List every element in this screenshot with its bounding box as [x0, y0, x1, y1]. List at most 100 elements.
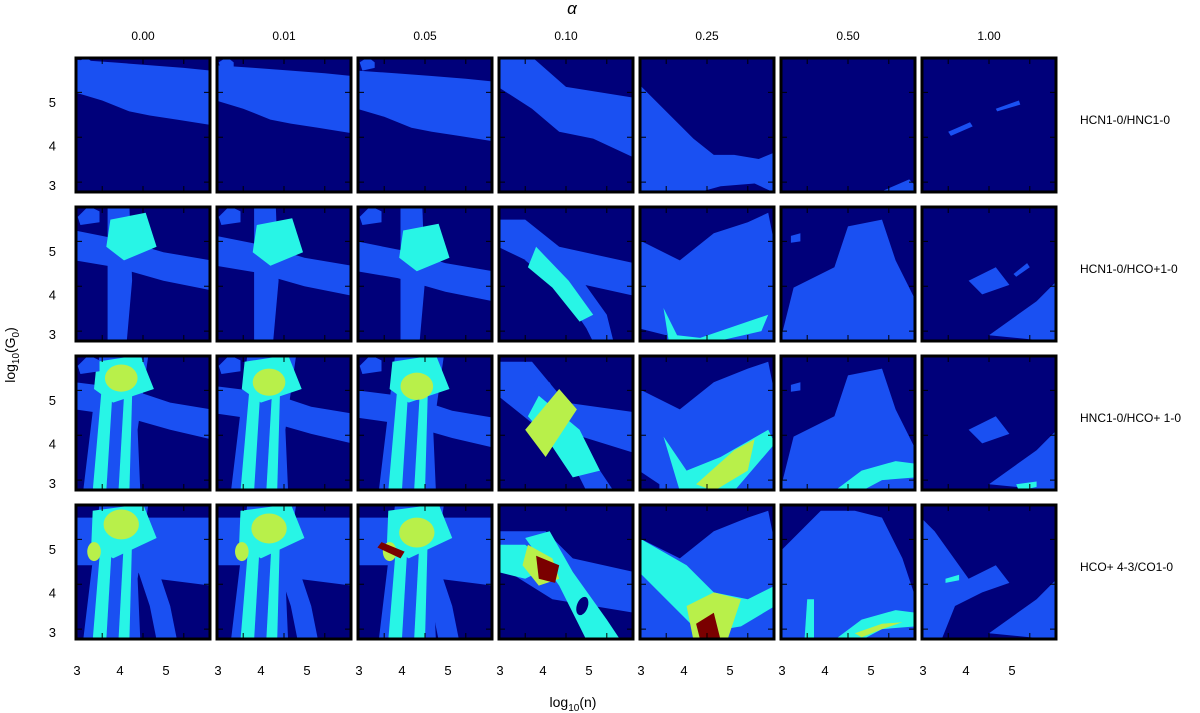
- region: [639, 470, 660, 491]
- panel-r0-c5: [779, 56, 917, 194]
- region: [266, 395, 280, 491]
- alpha-symbol: α: [567, 0, 578, 18]
- region: [216, 235, 352, 296]
- region: [834, 610, 916, 640]
- alpha-header-4: 0.25: [695, 29, 719, 43]
- alpha-header-6: 1.00: [977, 29, 1001, 43]
- x-tick-label: 4: [257, 663, 264, 678]
- region: [968, 416, 1010, 444]
- region: [547, 602, 563, 624]
- region: [377, 542, 405, 559]
- region: [77, 355, 100, 374]
- x-tick-label: 4: [398, 663, 405, 678]
- panel-r0-c6: [920, 56, 1058, 194]
- row-label-1: HCN1-0/HCO+1-0: [1080, 262, 1178, 276]
- x-tick-label: 4: [116, 663, 123, 678]
- region: [1013, 263, 1030, 277]
- region: [877, 179, 916, 193]
- region: [696, 439, 755, 491]
- panel-background: [780, 57, 916, 193]
- panel-r1-c0: [74, 205, 212, 343]
- region: [834, 461, 916, 491]
- region: [804, 599, 814, 640]
- y-tick-label: 4: [49, 585, 56, 600]
- y-tick-label: 3: [49, 625, 56, 640]
- region: [103, 509, 139, 540]
- region: [989, 280, 1057, 342]
- region: [639, 328, 667, 342]
- region: [400, 206, 425, 342]
- x-tick-label: 5: [726, 663, 733, 678]
- region: [75, 57, 211, 125]
- alpha-header-1: 0.01: [272, 29, 296, 43]
- y-tick-label: 3: [49, 178, 56, 193]
- region: [536, 555, 560, 583]
- region: [118, 538, 133, 640]
- panel-r2-c0: [74, 354, 212, 492]
- y-tick-label: 3: [49, 327, 56, 342]
- x-tick-label: 4: [680, 663, 687, 678]
- region: [400, 372, 434, 400]
- alpha-header-2: 0.05: [413, 29, 437, 43]
- y-tick-label: 5: [49, 393, 56, 408]
- panel-r2-c4: [638, 354, 776, 492]
- x-tick-label: 4: [821, 663, 828, 678]
- alpha-header-0: 0.00: [131, 29, 155, 43]
- region: [266, 538, 280, 640]
- region: [854, 622, 903, 638]
- alpha-header-3: 0.10: [554, 29, 578, 43]
- row-label-2: HNC1-0/HCO+ 1-0: [1080, 411, 1181, 425]
- panel-r0-c3: [497, 56, 635, 194]
- x-tick-label: 5: [303, 663, 310, 678]
- region: [399, 223, 450, 272]
- region: [639, 84, 775, 193]
- panel-r0-c0: [74, 56, 212, 194]
- x-axis-label: log10(n): [550, 694, 597, 713]
- panel-r3-c3: [497, 503, 635, 641]
- region: [780, 368, 916, 491]
- region: [525, 389, 577, 457]
- region: [921, 517, 1010, 640]
- panel-r2-c3: [497, 354, 635, 492]
- alpha-header-5: 0.50: [836, 29, 860, 43]
- region: [92, 382, 114, 491]
- x-tick-label: 5: [867, 663, 874, 678]
- region: [218, 206, 241, 225]
- x-tick-label: 3: [214, 663, 221, 678]
- x-tick-label: 4: [539, 663, 546, 678]
- region: [388, 382, 409, 491]
- region: [77, 57, 93, 71]
- region: [216, 62, 352, 134]
- region: [948, 122, 973, 136]
- region: [357, 67, 493, 142]
- panel-r1-c1: [215, 205, 353, 343]
- region: [359, 57, 375, 71]
- panel-r3-c0: [74, 503, 212, 641]
- x-tick-label: 5: [585, 663, 592, 678]
- panel-r3-c6: [920, 503, 1058, 641]
- region: [218, 355, 241, 374]
- x-tick-label: 3: [778, 663, 785, 678]
- region: [527, 246, 594, 322]
- panel-r0-c4: [638, 56, 776, 194]
- row-label-0: HCN1-0/HNC1-0: [1080, 113, 1170, 127]
- y-tick-label: 3: [49, 476, 56, 491]
- y-tick-label: 4: [49, 287, 56, 302]
- x-tick-label: 3: [637, 663, 644, 678]
- region: [118, 395, 133, 491]
- panel-r1-c6: [920, 205, 1058, 343]
- panel-grid: [74, 56, 1058, 641]
- region: [780, 219, 916, 342]
- x-tick-label: 5: [1008, 663, 1015, 678]
- panel-r2-c6: [920, 354, 1058, 492]
- region: [414, 395, 428, 491]
- panel-r1-c2: [356, 205, 494, 343]
- region: [357, 241, 493, 302]
- x-tick-label: 5: [162, 663, 169, 678]
- x-tick-label: 3: [496, 663, 503, 678]
- region: [240, 382, 261, 491]
- x-tick-label: 5: [444, 663, 451, 678]
- region: [639, 212, 775, 342]
- panel-r3-c4: [638, 503, 776, 641]
- region: [968, 267, 1010, 295]
